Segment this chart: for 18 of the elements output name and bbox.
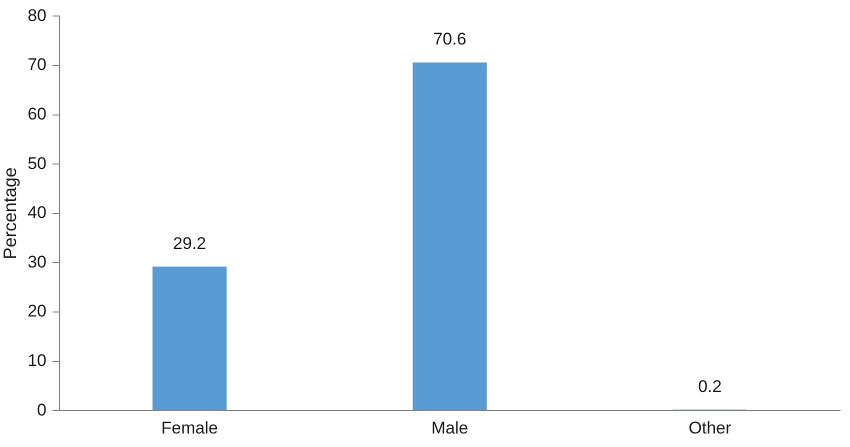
y-tick-label: 70 (28, 55, 47, 74)
data-label: 0.2 (698, 376, 722, 396)
y-tick-label: 30 (28, 252, 47, 272)
bar (412, 62, 487, 410)
x-tick-label: Female (161, 418, 218, 438)
x-tick-label: Other (688, 418, 732, 438)
y-axis-title: Percentage (0, 167, 20, 260)
x-tick-label: Male (431, 418, 468, 438)
data-label: 70.6 (433, 30, 466, 49)
y-tick-label: 0 (37, 400, 47, 420)
y-tick-label: 80 (28, 6, 47, 25)
y-tick-label: 10 (28, 350, 47, 370)
y-tick-label: 40 (28, 203, 47, 222)
y-tick-label: 60 (28, 104, 47, 124)
y-tick-label: 50 (28, 154, 47, 173)
bar (152, 266, 227, 410)
data-label: 29.2 (173, 234, 206, 253)
y-tick-label: 20 (28, 302, 47, 321)
